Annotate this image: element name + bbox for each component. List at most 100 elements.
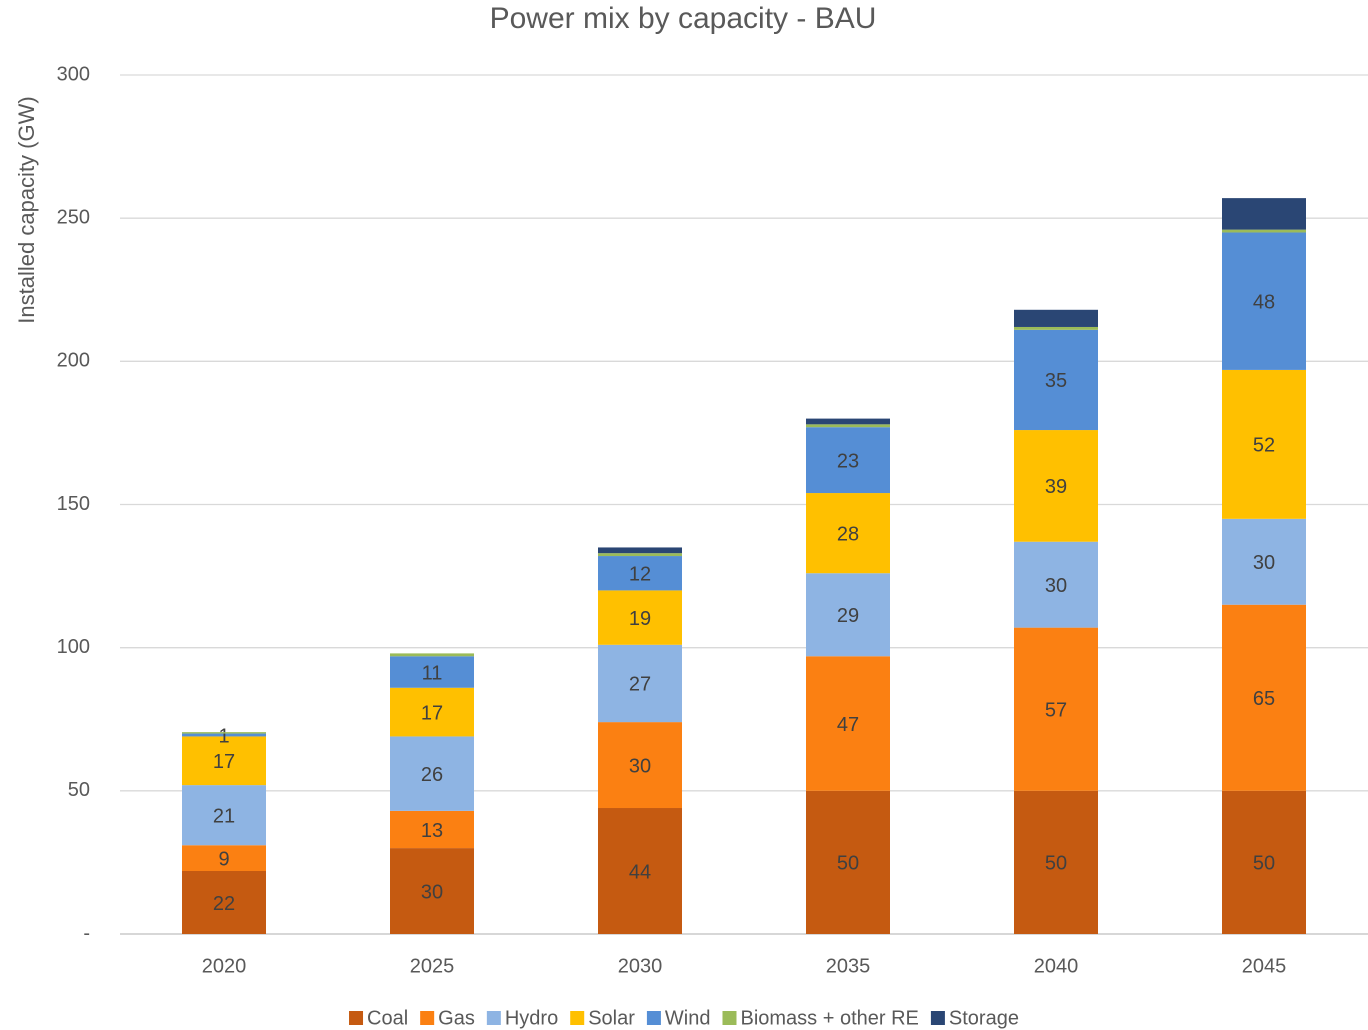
x-tick-label: 2045 [1242,955,1287,977]
bar-segment [806,424,890,428]
bar-segment [1014,627,1098,791]
legend-swatch [570,1011,585,1025]
data-label: 1 [218,725,229,747]
data-label: 13 [421,820,443,842]
data-label: 50 [1253,853,1275,875]
bar-segment [1222,369,1306,519]
data-label: 65 [1253,688,1275,710]
bar-segment [1222,518,1306,605]
legend-label: Coal [367,1007,408,1029]
legend-swatch [722,1011,737,1025]
bar-segment [182,785,266,846]
bar-segment [806,493,890,574]
bar-segment [1014,309,1098,327]
y-tick-label: 200 [57,350,90,372]
data-label: 39 [1045,476,1067,498]
bar-segment [182,871,266,934]
bar-segment [390,687,474,737]
bar-segment [806,790,890,934]
bar-segment [390,736,474,811]
legend-label: Storage [949,1007,1019,1029]
data-label: 35 [1045,370,1067,392]
data-label: 44 [629,861,651,883]
data-label: 30 [1253,552,1275,574]
x-tick-label: 2035 [826,955,871,977]
bar-segment [390,848,474,934]
legend-label: Wind [665,1007,711,1029]
y-tick-label: 50 [68,779,90,801]
legend-swatch [420,1011,435,1025]
bar-segment [598,553,682,557]
data-label: 9 [218,848,229,870]
data-label: 30 [421,881,443,903]
bar-segment [598,644,682,723]
bar-segment [1222,604,1306,791]
data-label: 29 [837,605,859,627]
data-label: 19 [629,608,651,630]
legend-swatch [349,1011,364,1025]
y-tick-label: 300 [57,63,90,85]
bar-segment [806,656,890,791]
bar-segment [390,656,474,688]
bar-segment [182,845,266,872]
bar-segment [1014,790,1098,934]
x-tick-label: 2025 [410,955,455,977]
data-label: 23 [837,450,859,472]
data-label: 50 [837,853,859,875]
bar-segment [1222,229,1306,233]
data-label: 17 [213,751,235,773]
y-tick-label: 250 [57,206,90,228]
data-label: 26 [421,764,443,786]
bar-segment [806,418,890,425]
x-tick-label: 2040 [1034,955,1079,977]
bar-segment [1014,326,1098,330]
y-axis-label: Installed capacity (GW) [14,96,39,323]
legend-label: Biomass + other RE [740,1007,918,1029]
data-label: 22 [213,893,235,915]
bar-segment [598,547,682,554]
bar-segment [598,590,682,645]
x-tick-label: 2020 [202,955,247,977]
bar-segment [1014,541,1098,628]
data-label: 11 [422,662,443,684]
bar-segment [598,556,682,591]
legend-swatch [486,1011,501,1025]
data-label: 52 [1253,435,1275,457]
bar-segment [1222,232,1306,370]
data-label: 27 [629,674,651,696]
bar-segment [1014,329,1098,431]
data-label: 57 [1045,700,1067,722]
bar-segment [182,736,266,786]
bar-segment [1222,790,1306,934]
data-label: 17 [421,702,443,724]
bar-segment [598,722,682,809]
bar-segment [390,653,474,657]
data-label: 47 [837,714,859,736]
bar-segment [182,732,266,734]
data-label: 12 [629,564,651,586]
y-tick-label: 100 [57,636,90,658]
legend-label: Gas [438,1007,475,1029]
legend-swatch [646,1011,661,1025]
data-label: 50 [1045,853,1067,875]
data-label: 21 [213,805,235,827]
x-tick-label: 2030 [618,955,663,977]
data-label: 48 [1253,291,1275,313]
y-tick-label: - [83,922,90,944]
data-label: 30 [1045,575,1067,597]
bar-segment [598,808,682,934]
data-label: 30 [629,755,651,777]
bar-segment [806,573,890,657]
y-tick-label: 150 [57,493,90,515]
bar-segment [1222,198,1306,230]
legend-label: Solar [588,1007,635,1029]
bar-segment [390,810,474,849]
bar-segment [806,427,890,494]
bar-segment [182,733,266,737]
data-label: 28 [837,523,859,545]
bar-segment [1014,430,1098,542]
legend-label: Hydro [505,1007,558,1029]
chart-title: Power mix by capacity - BAU [490,2,877,35]
legend-swatch [930,1011,945,1025]
